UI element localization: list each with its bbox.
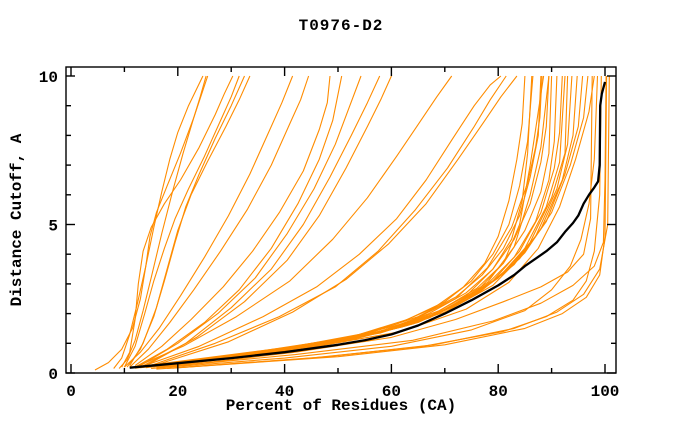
x-tick-label: 100 bbox=[591, 383, 620, 401]
highlight-curve bbox=[129, 81, 607, 369]
prediction-curve bbox=[140, 75, 533, 368]
prediction-curve bbox=[134, 75, 331, 367]
prediction-curve bbox=[118, 75, 209, 369]
prediction-curve bbox=[134, 75, 343, 368]
prediction-curve bbox=[126, 75, 246, 368]
prediction-curve bbox=[151, 75, 543, 368]
prediction-curve bbox=[121, 75, 234, 368]
prediction-curve bbox=[156, 75, 607, 369]
y-tick-label: 10 bbox=[39, 69, 58, 87]
prediction-curve bbox=[124, 75, 294, 368]
prediction-curve bbox=[140, 75, 362, 367]
prediction-curve bbox=[140, 75, 381, 368]
prediction-curve bbox=[129, 75, 310, 368]
x-tick-label: 20 bbox=[168, 383, 187, 401]
prediction-curve bbox=[135, 75, 534, 369]
prediction-curve bbox=[123, 75, 240, 368]
prediction-curve bbox=[140, 75, 502, 368]
prediction-curve bbox=[167, 75, 595, 368]
x-tick-label: 0 bbox=[66, 383, 76, 401]
y-tick-label: 5 bbox=[48, 218, 58, 236]
x-axis-label: Percent of Residues (CA) bbox=[225, 397, 457, 415]
prediction-curve bbox=[145, 75, 558, 368]
chart-title: T0976-D2 bbox=[298, 17, 384, 35]
prediction-curve bbox=[161, 75, 589, 368]
plot-border bbox=[65, 66, 617, 374]
prediction-curve bbox=[172, 75, 610, 369]
prediction-curve bbox=[145, 75, 507, 368]
x-tick-label: 40 bbox=[275, 383, 294, 401]
prediction-curve bbox=[94, 75, 207, 371]
y-tick-label: 0 bbox=[48, 366, 58, 384]
prediction-curve bbox=[167, 75, 608, 370]
x-tick-label: 60 bbox=[382, 383, 401, 401]
prediction-curve bbox=[150, 75, 518, 368]
prediction-curve bbox=[145, 75, 563, 369]
prediction-curve bbox=[134, 75, 453, 368]
prediction-curve bbox=[145, 75, 392, 367]
prediction-curve bbox=[151, 75, 599, 370]
prediction-curve bbox=[145, 75, 550, 368]
x-tick-label: 80 bbox=[489, 383, 508, 401]
prediction-curve bbox=[113, 75, 204, 369]
prediction-curve bbox=[129, 75, 251, 366]
